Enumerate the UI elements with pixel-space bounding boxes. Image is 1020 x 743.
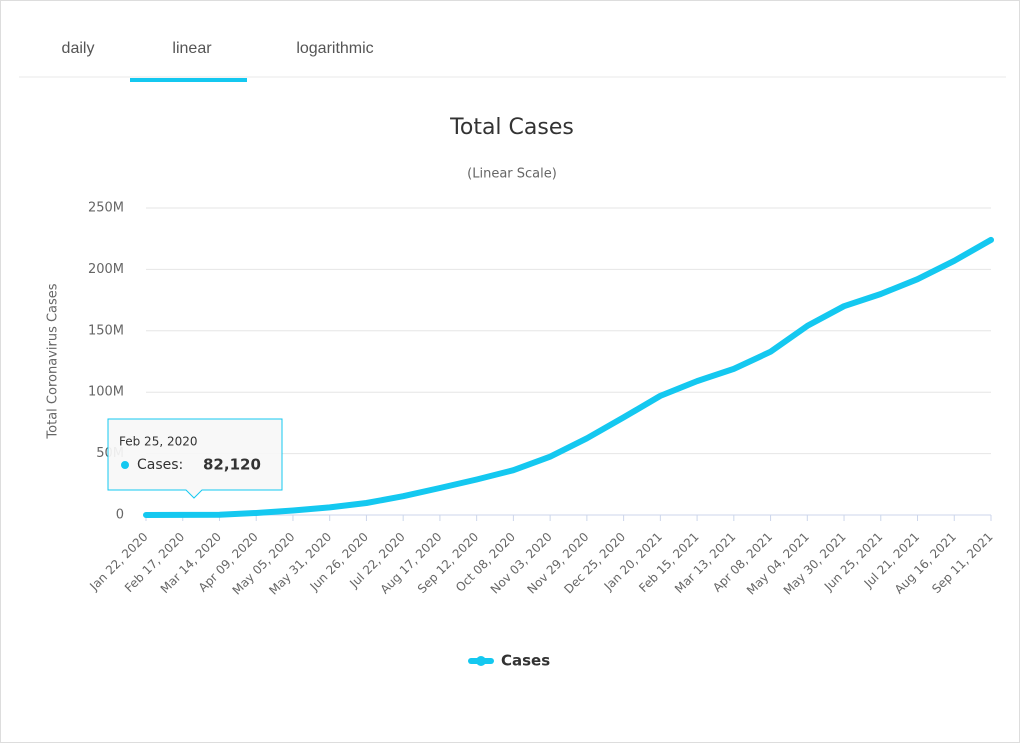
- tooltip: Feb 25, 2020 Cases: 82,120: [107, 418, 283, 499]
- tooltip-label: Cases:: [137, 457, 183, 473]
- tooltip-box: [107, 418, 283, 499]
- tooltip-marker: [121, 461, 129, 469]
- chart-title: Total Cases: [449, 115, 574, 140]
- tab[interactable]: linear: [172, 40, 212, 57]
- tooltip-title: Feb 25, 2020: [119, 435, 198, 449]
- y-tick-label: 250M: [88, 201, 124, 216]
- y-tick-label: 150M: [88, 323, 124, 338]
- y-axis-label: Total Coronavirus Cases: [46, 283, 61, 439]
- y-tick-label: 0: [116, 508, 124, 523]
- y-tick-label: 200M: [88, 262, 124, 277]
- chart-subtitle: (Linear Scale): [467, 167, 557, 182]
- active-tab-underline: [130, 78, 247, 82]
- y-tick-label: 100M: [88, 385, 124, 400]
- tab[interactable]: daily: [62, 40, 95, 57]
- series-line: [143, 236, 994, 518]
- legend-label: Cases: [501, 652, 550, 670]
- legend-marker-dot: [476, 656, 486, 666]
- tab[interactable]: logarithmic: [296, 40, 373, 57]
- tooltip-value: 82,120: [203, 456, 261, 474]
